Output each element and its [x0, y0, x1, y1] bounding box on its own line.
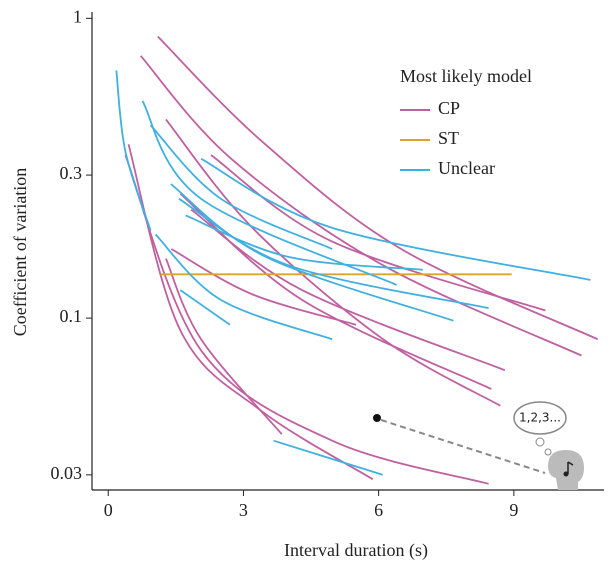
- x-tick-label: 6: [374, 500, 383, 520]
- legend-label: CP: [438, 98, 460, 118]
- curve: [157, 35, 599, 341]
- curve: [170, 248, 357, 326]
- curve: [273, 439, 383, 476]
- curve: [154, 233, 333, 341]
- curve: [185, 214, 423, 271]
- curve: [140, 55, 582, 357]
- curve: [190, 208, 506, 372]
- y-tick-label: 0.3: [60, 163, 83, 183]
- y-tick-label: 1: [73, 6, 82, 26]
- curve: [200, 157, 591, 281]
- curve: [127, 144, 374, 481]
- curve: [165, 258, 283, 435]
- x-axis-label: Interval duration (s): [284, 540, 428, 561]
- annotation-icon: [373, 401, 584, 490]
- x-tick-label: 0: [104, 500, 113, 520]
- curve: [115, 70, 152, 231]
- curve: [149, 124, 333, 250]
- curve: [165, 118, 501, 407]
- x-tick-label: 9: [509, 500, 518, 520]
- curve: [210, 154, 546, 312]
- legend-label: Unclear: [438, 158, 495, 178]
- curve: [179, 193, 492, 390]
- y-tick-label: 0.03: [51, 463, 83, 483]
- curve: [124, 154, 489, 485]
- legend-title: Most likely model: [400, 66, 532, 86]
- annotation: 1,2,3...: [519, 411, 561, 425]
- y-axis-label: Coefficient of variation: [10, 168, 30, 337]
- x-tick-label: 3: [239, 500, 248, 520]
- y-tick-label: 0.1: [60, 306, 83, 326]
- legend-label: ST: [438, 128, 459, 148]
- curve: [179, 289, 231, 326]
- curve: [178, 198, 489, 309]
